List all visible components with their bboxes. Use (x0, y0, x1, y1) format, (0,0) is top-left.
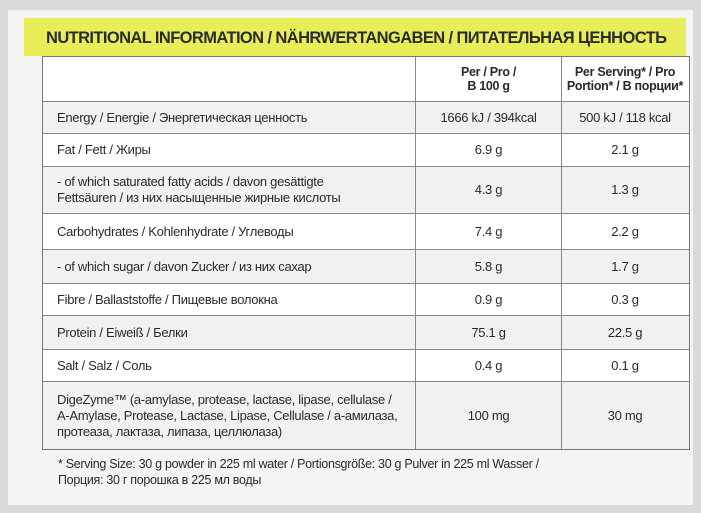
row-value: 7.4 g (415, 214, 561, 249)
text-line: 0.1 g (611, 357, 639, 373)
text-line: Per / Pro / (460, 65, 517, 79)
text-line: 1666 kJ / 394kcal (440, 109, 537, 125)
text-line: 100 mg (467, 407, 510, 423)
row-label: Fibre / Ballaststoffe / Пищевые волокна (43, 284, 415, 315)
header-cell: Per / Pro / B 100 g (415, 57, 561, 101)
row-value: 75.1 g (415, 316, 561, 349)
table-row: Protein / Eiweiß / Белки 75.1 g 22.5 g (43, 315, 689, 349)
text-line: 500 kJ / 118 kcal (579, 109, 671, 125)
text-line: 0.9 g (474, 291, 503, 307)
text-line: 6.9 g (474, 142, 503, 157)
header-cell (43, 57, 415, 101)
text-line: 2.1 g (611, 142, 639, 157)
text-line: * Serving Size: 30 g powder in 225 ml wa… (58, 457, 539, 471)
row-label: Carbohydrates / Kohlenhydrate / Углеводы (43, 214, 415, 249)
row-label: DigeZyme™ (a-amylase, protease, lactase,… (43, 382, 415, 449)
row-value: 500 kJ / 118 kcal (561, 102, 688, 133)
text-line: 5.8 g (474, 258, 503, 274)
table-row: - of which saturated fatty acids / davon… (43, 166, 689, 213)
header-row: Per / Pro / B 100 g Per Serving* / Pro Port… (43, 57, 689, 101)
text-line: протеаза, лактаза, липаза, целлюлаза) (57, 423, 282, 439)
row-label: - of which sugar / davon Zucker / из них… (43, 250, 415, 283)
header-cell: Per Serving* / Pro Portion* / В порции* (561, 57, 688, 101)
row-value: 6.9 g (415, 134, 561, 166)
row-label: Protein / Eiweiß / Белки (43, 316, 415, 349)
row-value: 100 mg (415, 382, 561, 449)
text-line: Per Serving* / Pro (574, 65, 676, 79)
row-label: Salt / Salz / Соль (43, 350, 415, 381)
text-line: 7.4 g (474, 223, 503, 239)
text-line: 4.3 g (474, 182, 503, 197)
title: NUTRITIONAL INFORMATION / NÄHRWERTANGABE… (46, 29, 667, 47)
table-row: Salt / Salz / Соль 0.4 g 0.1 g (43, 349, 689, 381)
text-line: Protein / Eiweiß / Белки (57, 324, 188, 340)
text-line: Fettsäuren / из них насыщенные жирные ки… (57, 190, 341, 205)
nutrition-table: Per / Pro / B 100 g Per Serving* / Pro Port… (42, 56, 690, 450)
text-line: 30 mg (607, 407, 643, 423)
row-label: - of which saturated fatty acids / davon… (43, 167, 415, 213)
text-line: B 100 g (467, 79, 510, 93)
row-label: Fat / Fett / Жиры (43, 134, 415, 166)
text-line: 2.2 g (611, 223, 639, 239)
row-value: 22.5 g (561, 316, 688, 349)
row-value: 2.2 g (561, 214, 688, 249)
text-line: 22.5 g (607, 324, 643, 340)
text-line: Carbohydrates / Kohlenhydrate / Углеводы (57, 223, 294, 239)
table-row: DigeZyme™ (a-amylase, protease, lactase,… (43, 381, 689, 449)
table-row: - of which sugar / davon Zucker / из них… (43, 249, 689, 283)
table-row: Energy / Energie / Энергетическая ценнос… (43, 101, 689, 133)
text-line: Порция: 30 г порошка в 225 мл воды (58, 473, 262, 487)
row-value: 0.3 g (561, 284, 688, 315)
text-line: DigeZyme™ (a-amylase, protease, lactase,… (57, 391, 392, 407)
text-line: 0.4 g (474, 357, 503, 373)
table-row: Fat / Fett / Жиры 6.9 g 2.1 g (43, 133, 689, 166)
row-value: 2.1 g (561, 134, 688, 166)
text-line: Salt / Salz / Соль (57, 357, 152, 373)
row-value: 1666 kJ / 394kcal (415, 102, 561, 133)
text-line: 75.1 g (471, 324, 506, 340)
text-line: - of which saturated fatty acids / davon… (57, 174, 324, 189)
text-line: A-Amylase, Protease, Lactase, Lipase, Ce… (57, 407, 398, 423)
title-band (24, 18, 686, 56)
row-value: 0.9 g (415, 284, 561, 315)
text-line: 0.3 g (611, 291, 639, 307)
row-value: 1.7 g (561, 250, 688, 283)
row-value: 5.8 g (415, 250, 561, 283)
table-row: Carbohydrates / Kohlenhydrate / Углеводы… (43, 213, 689, 249)
text-line: Energy / Energie / Энергетическая ценнос… (57, 109, 308, 125)
row-value: 4.3 g (415, 167, 561, 213)
text-line: Fibre / Ballaststoffe / Пищевые волокна (57, 291, 278, 307)
row-value: 30 mg (561, 382, 688, 449)
row-value: 0.4 g (415, 350, 561, 381)
row-label: Energy / Energie / Энергетическая ценнос… (43, 102, 415, 133)
text-line: 1.3 g (611, 182, 639, 197)
text-line: - of which sugar / davon Zucker / из них… (57, 258, 312, 274)
text-line: Portion* / В порции* (566, 79, 684, 93)
table-row: Fibre / Ballaststoffe / Пищевые волокна 0… (43, 283, 689, 315)
row-value: 1.3 g (561, 167, 688, 213)
footnote: * Serving Size: 30 g powder in 225 ml wa… (58, 456, 539, 488)
text-line: 1.7 g (611, 258, 639, 274)
text-line: Fat / Fett / Жиры (57, 142, 151, 157)
row-value: 0.1 g (561, 350, 688, 381)
